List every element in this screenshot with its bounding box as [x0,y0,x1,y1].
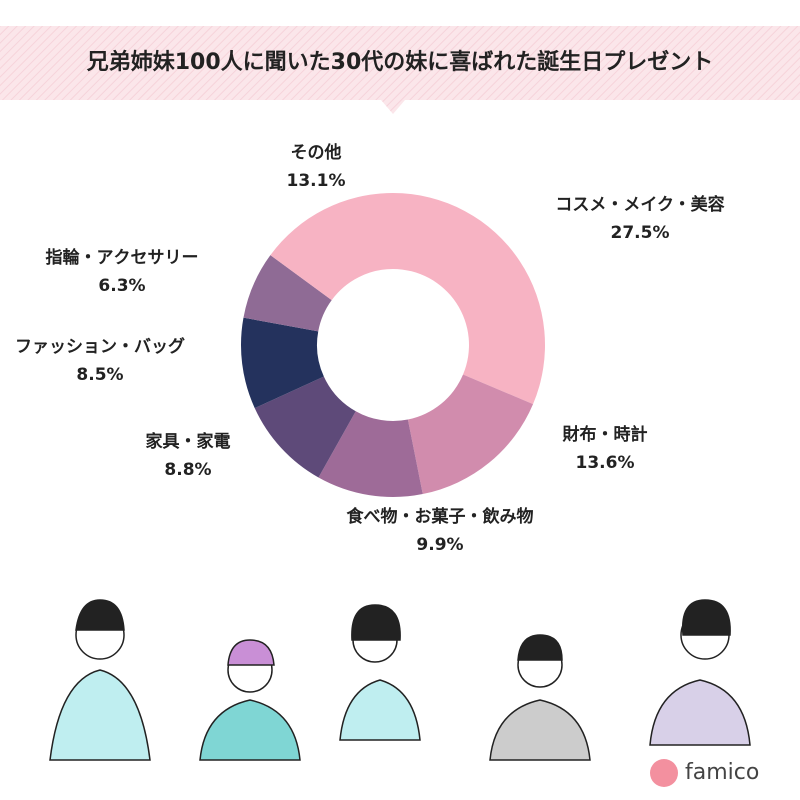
value-label: 6.3% [98,276,145,296]
donut-slice [241,317,324,409]
logo-icon [650,759,678,787]
slice-label: 食べ物・お菓子・飲み物 [347,506,534,527]
donut-slice [254,376,356,478]
title-banner [0,26,800,114]
illustrations [49,599,751,761]
logo-text: famico [685,760,759,785]
value-label: 8.8% [164,460,211,480]
donut-slice [393,193,546,405]
donut-slice [243,255,332,332]
slice-label: コスメ・メイク・美容 [555,194,724,215]
value-label: 13.1% [287,171,346,191]
value-label: 8.5% [76,365,123,385]
slice-label: 指輪・アクセサリー [46,247,199,268]
donut-slice [318,411,423,497]
slice-label: 財布・時計 [562,424,648,445]
value-label: 9.9% [416,535,463,555]
donut-slice [407,374,534,495]
value-label: 27.5% [611,223,670,243]
donut-slice [270,192,393,301]
slice-label: ファッション・バッグ [15,336,185,357]
chart-title: 兄弟姉妹100人に聞いた30代の妹に喜ばれた誕生日プレゼント [86,49,714,75]
slice-label: その他 [291,142,342,163]
slice-label: 家具・家電 [146,431,231,452]
value-label: 13.6% [576,453,635,473]
